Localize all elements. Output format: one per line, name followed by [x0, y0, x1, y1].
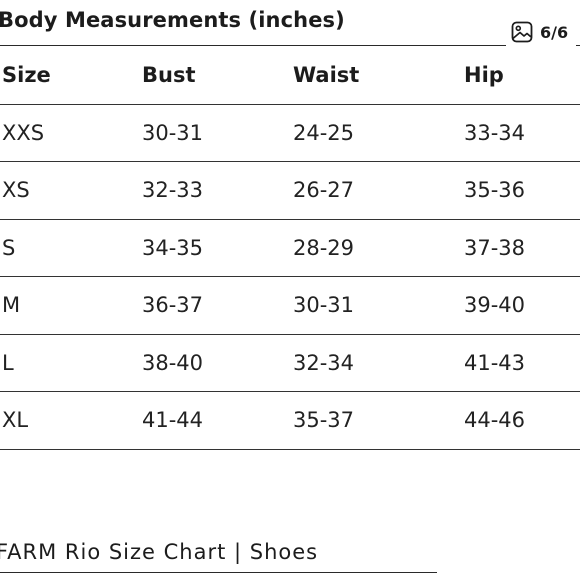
table-header-row: Size Bust Waist Hip — [0, 46, 580, 105]
column-header-bust: Bust — [142, 46, 293, 105]
bust-cell: 34-35 — [142, 219, 293, 277]
section-caption: FARM Rio Size Chart | Shoes — [0, 540, 319, 564]
waist-cell: 35-37 — [293, 391, 464, 450]
bust-cell: 36-37 — [142, 276, 293, 335]
column-header-waist: Waist — [293, 46, 464, 105]
size-cell: XXS — [0, 104, 142, 162]
hip-cell: 35-36 — [464, 161, 580, 220]
image-gallery-icon — [511, 21, 533, 43]
counter-divider — [576, 45, 580, 46]
size-cell: M — [0, 276, 142, 335]
size-cell: XL — [0, 391, 142, 450]
hip-cell: 37-38 — [464, 219, 580, 277]
bust-cell: 32-33 — [142, 161, 293, 220]
size-cell: XS — [0, 161, 142, 220]
hip-cell: 33-34 — [464, 104, 580, 162]
table-row: XS 32-33 26-27 35-36 — [0, 161, 580, 220]
image-counter[interactable]: 6/6 — [510, 20, 568, 44]
page-title: Body Measurements (inches) — [0, 8, 345, 32]
size-chart-table: Size Bust Waist Hip XXS 30-31 24-25 33-3… — [0, 46, 580, 450]
title-divider — [0, 45, 506, 46]
table-row: XXS 30-31 24-25 33-34 — [0, 104, 580, 162]
waist-cell: 28-29 — [293, 219, 464, 277]
waist-cell: 30-31 — [293, 276, 464, 335]
table-row: S 34-35 28-29 37-38 — [0, 219, 580, 277]
waist-cell: 32-34 — [293, 334, 464, 392]
waist-cell: 24-25 — [293, 104, 464, 162]
caption-divider — [0, 572, 437, 573]
waist-cell: 26-27 — [293, 161, 464, 220]
column-header-size: Size — [0, 46, 142, 105]
bust-cell: 38-40 — [142, 334, 293, 392]
size-cell: S — [0, 219, 142, 277]
image-counter-label: 6/6 — [540, 22, 569, 42]
column-header-hip: Hip — [464, 46, 580, 105]
hip-cell: 39-40 — [464, 276, 580, 335]
bust-cell: 41-44 — [142, 391, 293, 450]
table-row: M 36-37 30-31 39-40 — [0, 276, 580, 335]
hip-cell: 44-46 — [464, 391, 580, 450]
bust-cell: 30-31 — [142, 104, 293, 162]
table-row: XL 41-44 35-37 44-46 — [0, 391, 580, 450]
size-cell: L — [0, 334, 142, 392]
table-row: L 38-40 32-34 41-43 — [0, 334, 580, 392]
hip-cell: 41-43 — [464, 334, 580, 392]
